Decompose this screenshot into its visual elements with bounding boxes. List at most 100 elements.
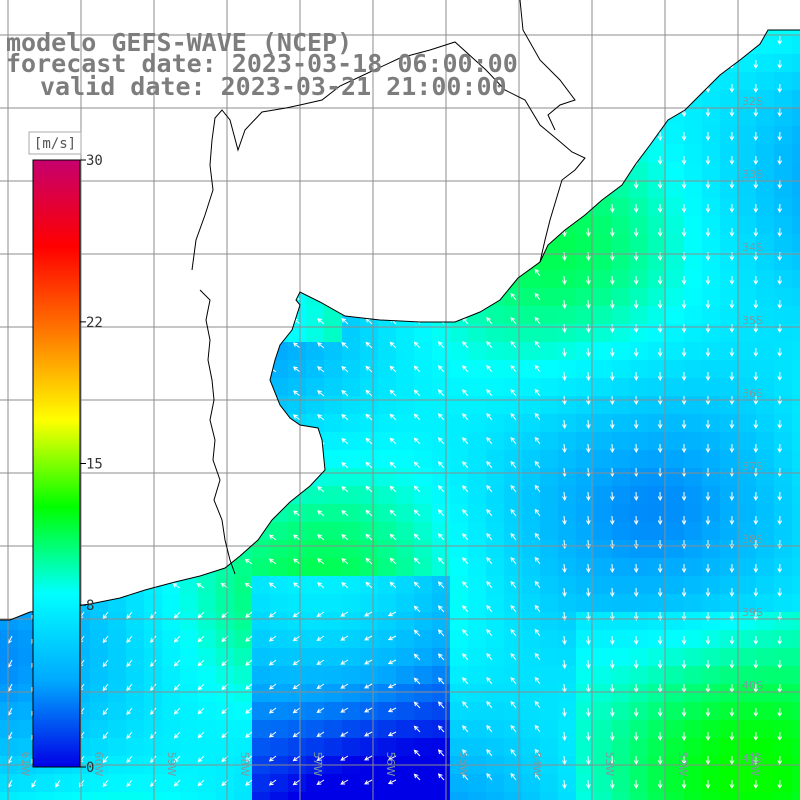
field-cell [540,774,558,792]
wind-arrow [705,467,711,478]
field-cell [720,612,738,630]
wind-arrow [777,563,783,574]
field-cell [504,306,522,324]
wind-arrow [777,59,783,70]
wind-arrow [245,731,253,738]
field-cell [486,432,504,450]
field-cell [792,342,800,360]
field-cell [612,774,630,792]
wind-arrow [437,749,445,757]
field-cell [612,360,630,378]
wind-arrow [586,467,591,478]
field-cell [684,108,702,126]
field-cell [468,324,486,342]
field-cell [594,360,612,378]
wind-arrow [777,515,783,526]
field-cell [450,396,468,414]
wind-arrow [681,419,687,430]
field-cell [504,630,522,648]
wind-arrow [777,323,783,334]
wind-arrow [173,731,181,739]
wind-arrow [705,635,711,646]
wind-arrow [657,731,663,742]
wind-arrow [586,707,591,718]
field-cell [792,432,800,450]
field-cell [756,558,774,576]
field-cell [756,414,774,432]
field-cell [468,450,486,468]
field-cell [540,738,558,756]
field-cell [648,450,666,468]
field-cell [18,738,36,756]
field-cell [738,504,756,522]
field-cell [756,612,774,630]
field-cell [774,558,792,576]
wind-arrow [657,371,663,382]
field-cell [666,630,684,648]
wind-arrow [657,323,663,334]
field-cell [270,576,288,594]
field-cell [522,342,540,360]
field-cell [594,324,612,342]
field-cell [612,738,630,756]
field-cell [558,486,576,504]
field-cell [630,630,648,648]
field-cell [558,774,576,792]
field-cell [594,702,612,720]
wind-arrow [268,755,277,762]
wind-arrow [586,323,591,334]
field-cell [522,684,540,702]
field-cell [630,342,648,360]
field-cell [576,396,594,414]
field-cell [90,702,108,720]
wind-arrow [126,611,133,620]
wind-arrow [486,556,493,565]
wind-arrow [681,203,687,214]
wind-arrow [365,437,373,445]
field-cell [648,594,666,612]
field-cell [396,792,414,800]
field-cell [144,720,162,738]
wind-arrow [753,299,759,310]
field-cell [558,504,576,522]
field-cell [378,720,396,738]
wind-arrow [365,557,373,565]
field-cell [324,792,342,800]
field-cell [450,702,468,720]
wind-arrow [586,755,591,766]
field-cell [702,612,720,630]
wind-arrow [102,707,109,716]
field-cell [612,432,630,450]
field-cell [342,540,360,558]
field-cell [450,648,468,666]
wind-arrow [387,707,397,713]
field-cell [738,450,756,468]
field-cell [774,72,792,90]
wind-arrow [657,587,663,598]
field-cell [378,504,396,522]
field-cell [486,738,504,756]
field-cell [234,576,252,594]
wind-arrow [364,611,373,617]
wind-arrow [586,731,591,742]
field-cell [792,54,800,72]
field-cell [576,648,594,666]
field-cell [522,450,540,468]
field-cell [288,540,306,558]
wind-arrow [753,203,759,214]
field-cell [756,720,774,738]
wind-arrow [729,155,735,166]
wind-arrow [705,323,711,334]
field-cell [108,648,126,666]
field-cell [396,612,414,630]
wind-arrow [633,443,639,454]
wind-arrow [657,491,663,502]
field-cell [738,234,756,252]
wind-arrow [486,724,493,733]
field-cell [774,432,792,450]
wind-arrow [389,341,397,349]
latitude-label: 37S [742,460,763,473]
field-cell [576,216,594,234]
field-cell [306,666,324,684]
field-cell [594,648,612,666]
